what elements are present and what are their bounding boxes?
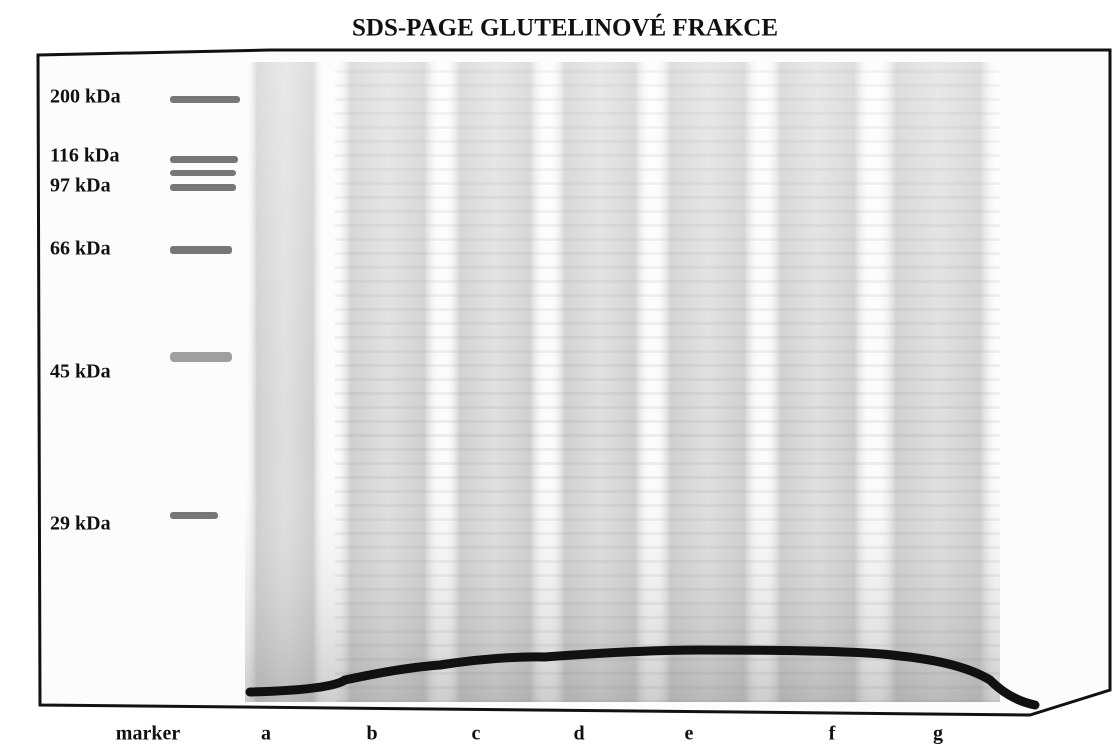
marker-band [170, 96, 240, 103]
marker-band [170, 170, 236, 176]
lane-label: c [472, 723, 481, 745]
marker-band [170, 156, 238, 163]
lanes [245, 62, 1000, 702]
page: {"title": "SDS-PAGE GLUTELINOVÉ FRAKCE",… [0, 0, 1118, 746]
marker-label: 66 kDa [50, 238, 111, 260]
lane-label: e [685, 723, 694, 745]
marker-band [170, 512, 218, 519]
marker-label: 200 kDa [50, 86, 121, 108]
lane-label: b [366, 723, 377, 745]
lane-shading [245, 62, 1000, 702]
marker-band [170, 184, 236, 191]
marker-label: 116 kDa [50, 145, 119, 167]
lane-label: g [933, 723, 943, 745]
lane-label: d [573, 723, 584, 745]
marker-label: 97 kDa [50, 175, 111, 197]
lane-label: marker [116, 723, 181, 745]
lane-label: a [261, 723, 271, 745]
lane-label: f [829, 723, 836, 745]
marker-label: 29 kDa [50, 513, 111, 535]
marker-band [170, 352, 232, 362]
gel-figure: SDS-PAGE GLUTELINOVÉ FRAKCE 200 kDa 116 … [0, 0, 1118, 746]
marker-label: 45 kDa [50, 361, 111, 383]
title: SDS-PAGE GLUTELINOVÉ FRAKCE [352, 14, 778, 42]
marker-band [170, 246, 232, 254]
